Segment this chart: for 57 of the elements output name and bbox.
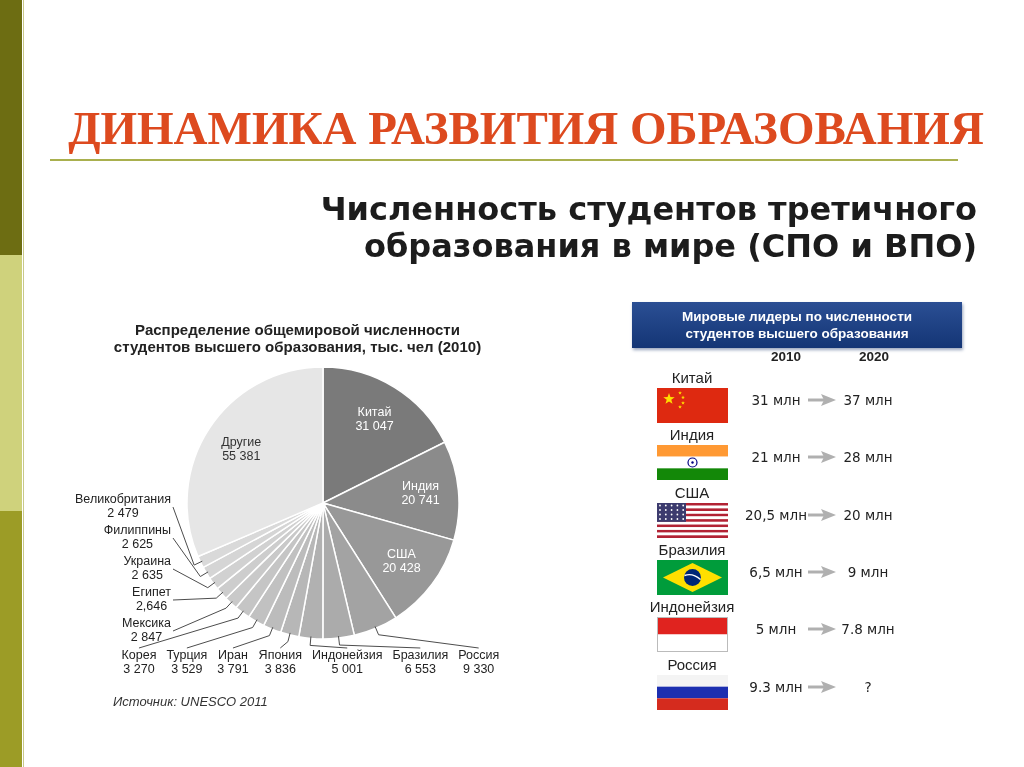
data-label: 3 836 [264,662,296,677]
category-label: Индия [668,426,716,444]
text: Мировые лидеры по численности студентов высшего образования [681,309,913,341]
data-label: 5 млн [754,621,798,638]
data-label: 31 047 [355,419,394,434]
data-label: 3 529 [171,662,203,677]
data-label: 7.8 млн [840,621,896,638]
slice-label: Филиппины [103,523,172,538]
category-label: Индонейзия [648,598,736,616]
data-label: 2 847 [130,630,163,645]
text: Источник: UNESCO 2011 [113,694,268,709]
data-label: 55 381 [222,448,261,463]
data-label: 2 635 [131,568,163,583]
data-label: 37 млн [842,392,894,408]
slice-label: Корея [121,648,157,663]
data-label: 20,5 млн [744,506,808,523]
data-label: 21 млн [750,449,802,466]
slice-label: Япония [258,648,302,663]
data-label: 20 741 [401,493,440,508]
data-label: 9 330 [463,662,495,677]
data-label: 9 млн [846,563,890,580]
slice-label: Другие [221,434,262,449]
slice-label: Россия [458,648,500,663]
text: ДИНАМИКА РАЗВИТИЯ ОБРАЗОВАНИЯ [67,102,985,154]
text: 2010 [769,349,802,364]
data-label: 5 001 [331,662,363,677]
slice-label: Бразилия [392,648,449,663]
chart-title: Распределение общемировой численности студентов высшего образования, тыс. чел (2010) [112,321,483,355]
slice-label: Индия [402,479,439,494]
data-label: 2 479 [107,506,139,521]
data-label: 3 270 [123,662,155,677]
category-label: Россия [666,655,718,673]
category-label: Китай [670,369,714,386]
slice-label: Египет [132,585,172,600]
data-label: 2 625 [121,537,154,552]
slice-label: Великобритания [75,492,171,507]
data-label: 6,5 млн [748,563,804,580]
data-label: 2,646 [135,599,168,614]
slice-label: Китай [357,405,392,420]
category-label: Бразилия [657,540,727,558]
category-label: США [673,483,711,501]
text: 2020 [857,349,890,364]
data-label: 20 млн [842,506,894,523]
data-label: 6 553 [404,662,436,677]
data-label: 28 млн [842,449,894,466]
slice-label: Украина [123,554,172,569]
slice-label: Иран [218,648,248,663]
data-label: 20 428 [382,561,421,575]
data-label: 31 млн [750,392,802,408]
slice-label: США [387,547,417,561]
data-label: ? [863,678,873,695]
slice-label: Турция [166,648,208,663]
slice-label: Мексика [121,616,172,631]
data-label: 9.3 млн [748,678,804,695]
slice-label: Индонейзия [312,648,383,663]
text: Численность студентов третичного образования в мире (СПО и ВПО) [319,190,977,265]
data-label: 3 791 [217,662,249,677]
